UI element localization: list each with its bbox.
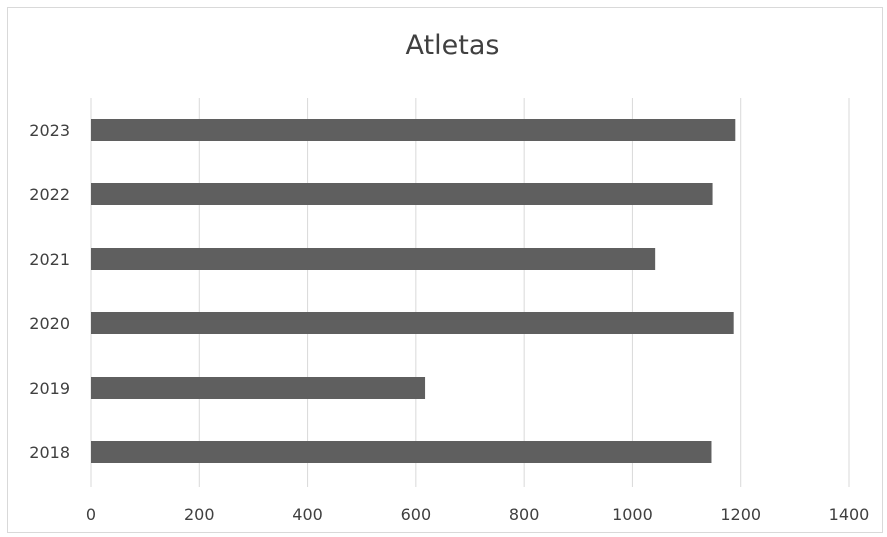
x-tick-label: 400 — [292, 505, 323, 524]
bar-2023 — [91, 119, 736, 141]
chart-title: Atletas — [405, 30, 500, 61]
bar-2020 — [91, 312, 734, 334]
bar-2022 — [91, 183, 713, 205]
x-tick-label: 800 — [509, 505, 540, 524]
x-tick-label: 600 — [401, 505, 432, 524]
bar-2019 — [91, 377, 426, 399]
y-tick-label: 2023 — [29, 121, 70, 140]
x-tick-label: 200 — [184, 505, 215, 524]
x-tick-label: 1000 — [612, 505, 653, 524]
bar-2018 — [91, 441, 712, 463]
y-tick-label: 2020 — [29, 314, 70, 333]
bar-2021 — [91, 248, 656, 270]
y-tick-label: 2021 — [29, 250, 70, 269]
x-tick-label: 1400 — [829, 505, 870, 524]
y-tick-label: 2022 — [29, 185, 70, 204]
y-tick-label: 2019 — [29, 379, 70, 398]
y-tick-label: 2018 — [29, 443, 70, 462]
x-tick-label: 0 — [86, 505, 96, 524]
x-tick-label: 1200 — [720, 505, 761, 524]
